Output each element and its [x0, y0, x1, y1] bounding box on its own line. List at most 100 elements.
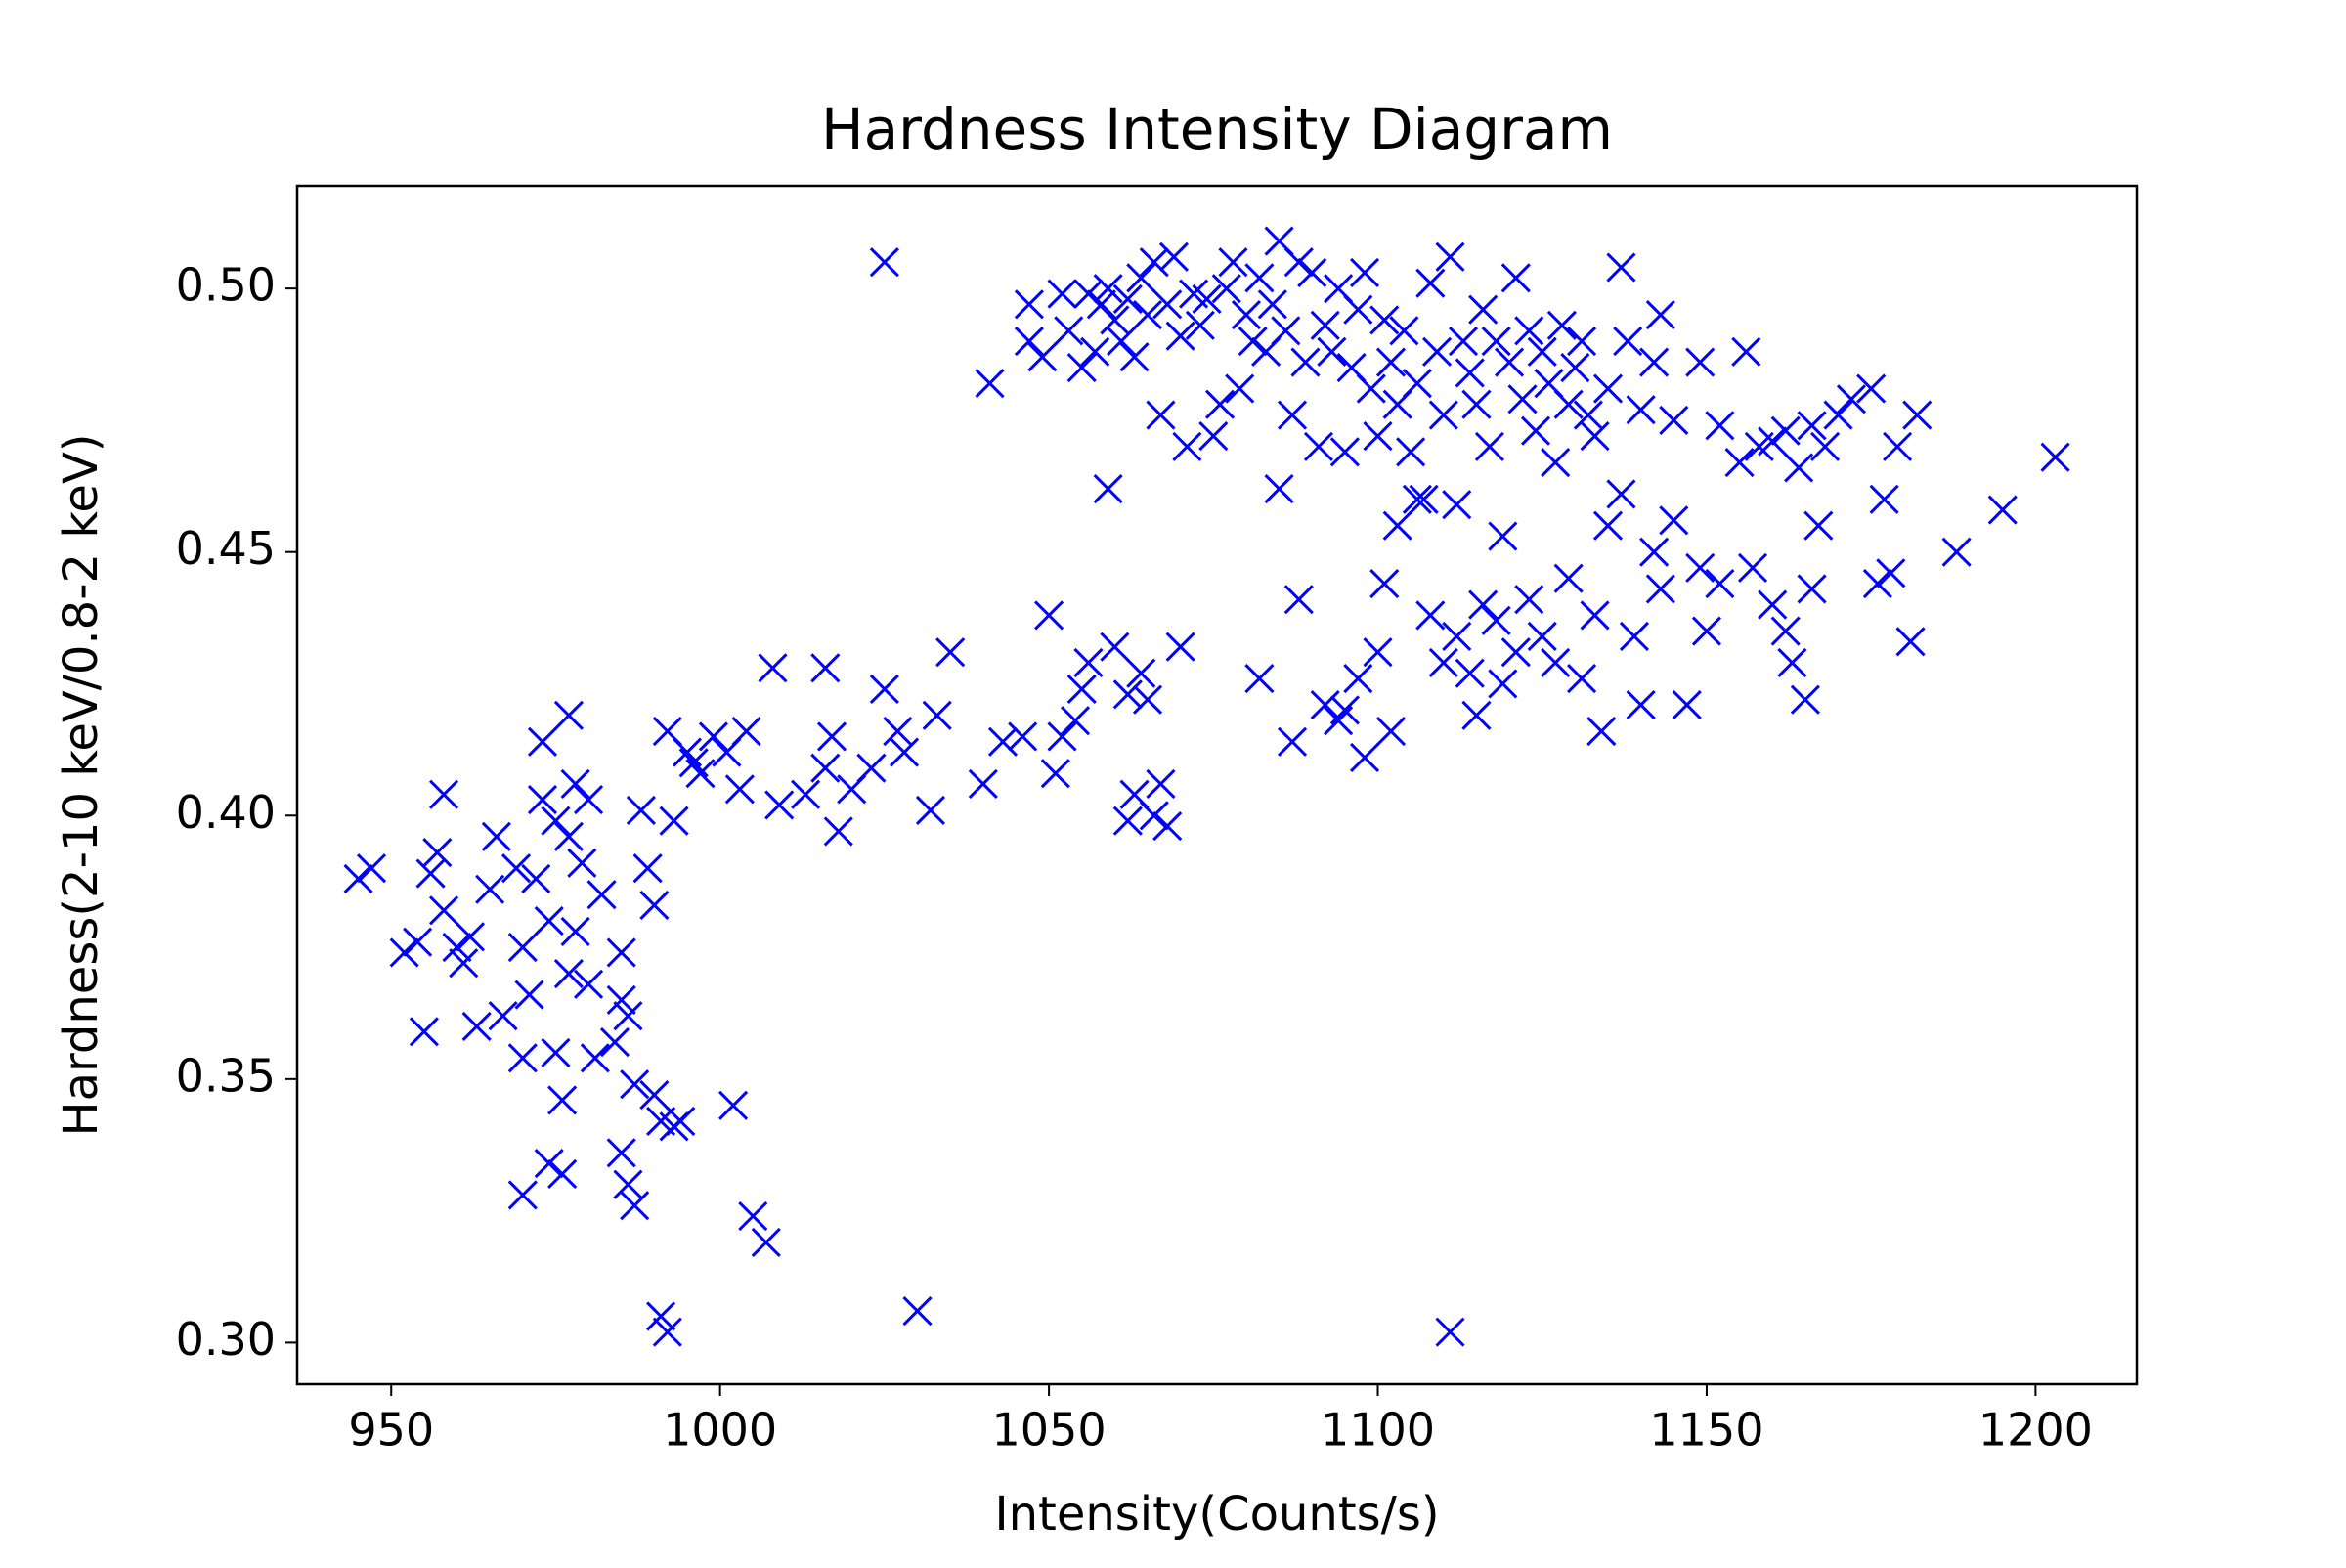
point-stroke — [1803, 510, 1834, 541]
point-stroke — [1758, 426, 1788, 457]
point — [1047, 721, 1077, 752]
point-stroke — [1902, 400, 1933, 430]
point-stroke — [1356, 373, 1386, 404]
point — [1422, 336, 1453, 367]
point — [1172, 431, 1202, 461]
point-stroke — [553, 821, 584, 851]
point-stroke — [1112, 806, 1143, 836]
point-stroke — [1442, 490, 1472, 520]
point-stroke — [1580, 421, 1610, 452]
point-stroke — [1784, 453, 1814, 483]
point — [1356, 373, 1386, 404]
point — [626, 795, 656, 825]
point — [1363, 421, 1393, 452]
point — [1553, 389, 1584, 419]
point-stroke — [1297, 257, 1327, 288]
point-stroke — [1659, 405, 1689, 435]
point — [724, 774, 755, 805]
point — [455, 922, 486, 952]
point — [1567, 326, 1597, 357]
point — [1112, 679, 1143, 710]
point — [1428, 400, 1458, 430]
point-stroke — [632, 853, 663, 884]
point — [1132, 684, 1163, 715]
point — [666, 1106, 696, 1137]
point — [987, 726, 1019, 757]
point — [541, 806, 571, 836]
point-stroke — [1455, 358, 1485, 388]
point-stroke — [1317, 336, 1347, 367]
point-stroke — [356, 853, 387, 884]
point-stroke — [1054, 316, 1084, 346]
point — [606, 984, 636, 1016]
point — [1606, 252, 1636, 283]
y-tick-label: 0.35 — [176, 1049, 276, 1102]
point-stroke — [1580, 600, 1610, 631]
point — [1758, 426, 1788, 457]
point-stroke — [1198, 421, 1229, 452]
point-stroke — [1225, 373, 1255, 404]
point-stroke — [613, 1001, 643, 1031]
point — [613, 1001, 643, 1031]
point — [1204, 389, 1236, 419]
point — [758, 653, 788, 683]
point-stroke — [1034, 600, 1064, 631]
point-stroke — [1126, 263, 1156, 293]
y-tick-label: 0.50 — [176, 259, 276, 312]
point — [586, 880, 617, 910]
x-tick-label: 1050 — [992, 1404, 1107, 1457]
point — [1290, 347, 1321, 377]
point — [1685, 347, 1716, 377]
point — [599, 1027, 630, 1058]
point-stroke — [1481, 326, 1511, 357]
point — [1073, 647, 1104, 677]
point-stroke — [856, 753, 887, 783]
point — [1606, 479, 1636, 509]
point-stroke — [1534, 369, 1564, 399]
point — [1271, 316, 1301, 346]
point-stroke — [1514, 585, 1544, 615]
point-stroke — [1770, 616, 1801, 646]
point-stroke — [1541, 647, 1571, 677]
point — [1343, 294, 1373, 325]
point-stroke — [343, 863, 373, 894]
point-stroke — [718, 1090, 749, 1120]
point-stroke — [1165, 632, 1195, 662]
point — [481, 821, 511, 851]
point — [1139, 247, 1169, 278]
point-stroke — [560, 916, 590, 946]
point — [1737, 552, 1768, 583]
point-stroke — [1014, 289, 1044, 320]
point — [1626, 395, 1656, 425]
point — [449, 948, 479, 979]
point — [646, 1301, 676, 1331]
point — [422, 837, 453, 868]
point — [718, 1090, 749, 1120]
point-stroke — [613, 1169, 643, 1199]
point — [1107, 326, 1137, 357]
point — [823, 816, 853, 847]
point-stroke — [672, 737, 703, 767]
point-stroke — [1283, 585, 1314, 615]
point-stroke — [652, 716, 682, 747]
point — [1139, 801, 1169, 831]
point-stroke — [738, 1200, 768, 1232]
point — [475, 874, 505, 904]
point-stroke — [1659, 505, 1689, 536]
point-stroke — [758, 653, 788, 683]
point — [389, 937, 419, 968]
point — [1573, 400, 1603, 430]
point — [541, 1037, 571, 1067]
point-stroke — [1179, 279, 1209, 309]
point — [1324, 706, 1354, 736]
point-stroke — [1047, 721, 1077, 752]
point-stroke — [1869, 484, 1899, 514]
point — [606, 1138, 636, 1168]
point-stroke — [639, 890, 670, 920]
point — [527, 726, 558, 757]
point — [1724, 447, 1755, 478]
point — [1080, 336, 1110, 367]
x-tick-label: 950 — [348, 1404, 434, 1457]
point-stroke — [1883, 431, 1913, 461]
point-stroke — [1592, 373, 1624, 404]
